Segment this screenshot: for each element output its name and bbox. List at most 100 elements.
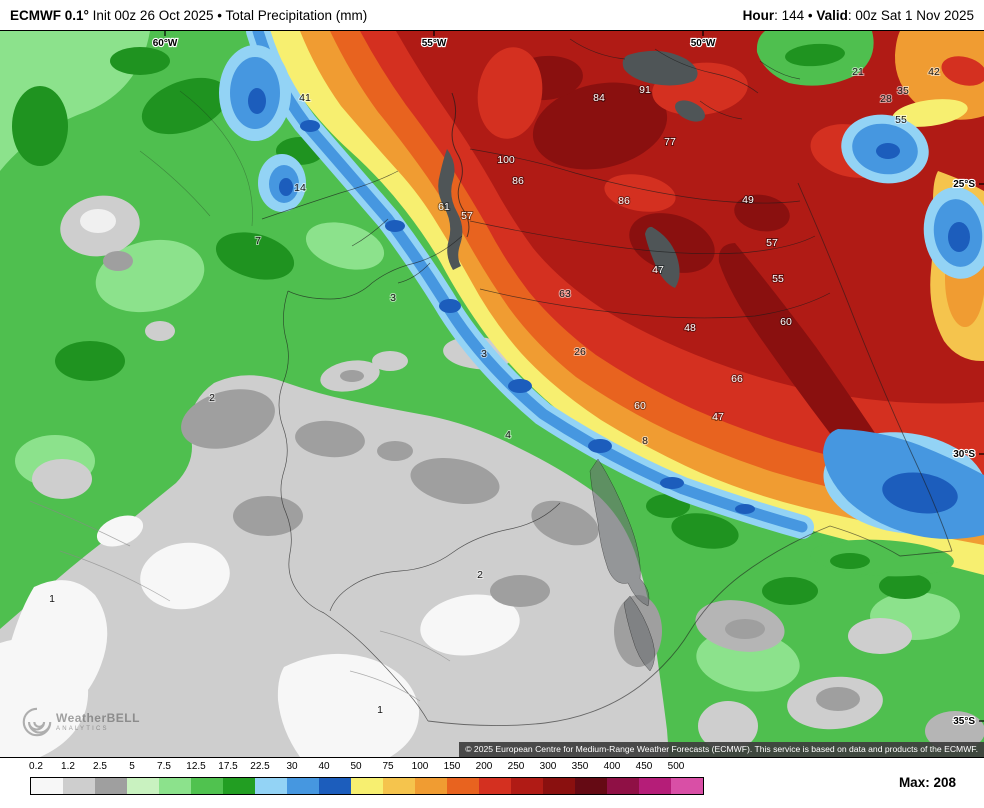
svg-text:21: 21: [852, 66, 864, 78]
valid-label: Valid: [816, 7, 848, 23]
svg-text:61: 61: [438, 201, 450, 213]
map-container: 60°W 55°W 50°W 25°S 30°S 35°S 41 84 91 21 42 35 28 5…: [0, 30, 984, 758]
svg-text:91: 91: [639, 84, 651, 96]
svg-text:86: 86: [618, 195, 630, 207]
model-name: ECMWF 0.1°: [10, 7, 89, 23]
svg-text:66: 66: [731, 373, 743, 385]
svg-text:60: 60: [634, 400, 646, 412]
colorbar-tick-label: 250: [507, 761, 525, 772]
svg-text:14: 14: [294, 182, 306, 194]
colorbar-segment: [287, 778, 319, 794]
svg-text:55°W: 55°W: [422, 38, 447, 49]
colorbar-segment: [671, 778, 703, 794]
weatherbell-swirl-icon: [22, 707, 52, 737]
green-texture: [0, 31, 960, 692]
svg-text:55: 55: [895, 114, 907, 126]
watermark-sub: ANALYTICS: [56, 726, 109, 732]
svg-text:55: 55: [772, 273, 784, 285]
colorbar-segment: [159, 778, 191, 794]
colorbar-segment: [255, 778, 287, 794]
top-right-patches: [756, 31, 984, 362]
colorbar: [30, 777, 704, 795]
svg-text:57: 57: [461, 210, 473, 222]
colorbar-tick-label: 2.5: [93, 761, 107, 772]
svg-text:7: 7: [255, 235, 261, 247]
svg-text:4: 4: [505, 429, 511, 441]
colorbar-segment: [639, 778, 671, 794]
svg-text:35: 35: [897, 85, 909, 97]
svg-text:63: 63: [559, 288, 571, 300]
header-bar: ECMWF 0.1° Init 00z 26 Oct 2025 • Total …: [0, 0, 984, 30]
colorbar-tick-label: 30: [286, 761, 298, 772]
colorbar-tick-label: 450: [635, 761, 653, 772]
colorbar-segment: [191, 778, 223, 794]
colorbar-tick-label: 300: [539, 761, 557, 772]
svg-text:25°S: 25°S: [953, 179, 975, 190]
svg-text:1: 1: [49, 593, 55, 605]
svg-text:26: 26: [574, 346, 586, 358]
svg-text:2: 2: [209, 392, 215, 404]
colorbar-tick-label: 40: [318, 761, 330, 772]
watermark-brand: WeatherBELL: [56, 711, 140, 725]
hour-label: Hour: [742, 7, 775, 23]
svg-text:60°W: 60°W: [153, 38, 178, 49]
colorbar-segment: [383, 778, 415, 794]
svg-text:8: 8: [642, 435, 648, 447]
colorbar-tick-label: 12.5: [186, 761, 206, 772]
svg-text:86: 86: [512, 175, 524, 187]
svg-text:47: 47: [652, 264, 664, 276]
svg-text:48: 48: [684, 322, 696, 334]
colorbar-segment: [223, 778, 255, 794]
svg-text:100: 100: [497, 154, 515, 166]
map-title: ECMWF 0.1° Init 00z 26 Oct 2025 • Total …: [10, 8, 367, 23]
svg-text:41: 41: [299, 92, 311, 104]
colorbar-segment: [95, 778, 127, 794]
colorbar-segment: [575, 778, 607, 794]
colorbar-labels: 0.2 1.2 2.5 5 7.5 12.5 17.5 22.5 30 40 50 75 100 150 2…: [0, 761, 984, 773]
colorbar-segment: [479, 778, 511, 794]
svg-text:77: 77: [664, 136, 676, 148]
colorbar-tick-label: 7.5: [157, 761, 171, 772]
colorbar-segment: [351, 778, 383, 794]
colorbar-tick-label: 150: [443, 761, 461, 772]
svg-text:1: 1: [377, 704, 383, 716]
colorbar-tick-label: 5: [129, 761, 135, 772]
colorbar-tick-label: 17.5: [218, 761, 238, 772]
svg-text:49: 49: [742, 194, 754, 206]
svg-text:28: 28: [880, 93, 892, 105]
max-number: 208: [933, 775, 956, 790]
geo-labels: 60°W 55°W 50°W 25°S 30°S 35°S: [152, 37, 977, 728]
colorbar-segment: [511, 778, 543, 794]
heavy-precip-region: [265, 31, 984, 575]
init-and-parameter: Init 00z 26 Oct 2025 • Total Precipitati…: [88, 7, 368, 23]
coastal-blue-mass: [810, 429, 984, 577]
colorbar-segment: [543, 778, 575, 794]
legend-footer: 0.2 1.2 2.5 5 7.5 12.5 17.5 22.5 30 40 50 75 100 150 2…: [0, 758, 984, 808]
svg-text:57: 57: [766, 237, 778, 249]
borders-and-rivers: [29, 38, 953, 727]
colorbar-tick-label: 200: [475, 761, 493, 772]
hour-value: : 144 •: [774, 7, 817, 23]
colorbar-tick-label: 500: [667, 761, 685, 772]
copyright-strip: © 2025 European Centre for Medium-Range …: [459, 742, 984, 757]
svg-text:84: 84: [593, 92, 605, 104]
watermark-logo: WeatherBELL ANALYTICS: [22, 707, 140, 737]
colorbar-segment: [127, 778, 159, 794]
colorbar-segment: [415, 778, 447, 794]
colorbar-segment: [447, 778, 479, 794]
svg-text:60: 60: [780, 316, 792, 328]
colorbar-tick-label: 1.2: [61, 761, 75, 772]
colorbar-tick-label: 22.5: [250, 761, 270, 772]
svg-text:50°W: 50°W: [691, 38, 716, 49]
colorbar-segment: [319, 778, 351, 794]
svg-text:3: 3: [481, 348, 487, 360]
max-value: Max: 208: [899, 775, 956, 790]
svg-text:42: 42: [928, 66, 940, 78]
svg-text:47: 47: [712, 411, 724, 423]
svg-text:3: 3: [390, 292, 396, 304]
colorbar-segment: [31, 778, 63, 794]
colorbar-segment: [607, 778, 639, 794]
valid-time-info: Hour: 144 • Valid: 00z Sat 1 Nov 2025: [743, 8, 974, 23]
